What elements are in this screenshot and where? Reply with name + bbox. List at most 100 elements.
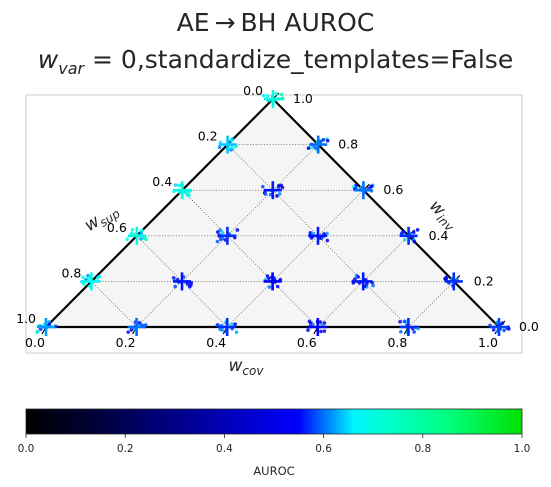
run-point: [129, 231, 134, 236]
run-point: [491, 328, 496, 332]
left-tick-label: 0.8: [62, 265, 82, 280]
run-point: [306, 328, 310, 332]
grid-line: [136, 144, 319, 328]
run-point: [218, 327, 223, 332]
run-point: [233, 322, 237, 326]
bottom-tick-label: 0.0: [25, 335, 45, 350]
run-point: [139, 237, 143, 241]
run-point: [500, 321, 505, 325]
grid-line: [317, 235, 409, 328]
title-w-symbol: w: [38, 45, 59, 74]
colorbar: [25, 408, 523, 435]
colorbar-tick-label: 0.6: [315, 443, 332, 455]
run-point: [261, 184, 265, 189]
ternary-ticks: 0.0 0.2 0.4 0.6 0.8 1.0 1.0 0.8 0.6 0.4 0.2 0.0 1.0 0…: [16, 83, 539, 350]
run-point: [97, 274, 102, 279]
run-point: [140, 228, 144, 233]
run-point: [306, 146, 311, 150]
run-point: [229, 138, 234, 143]
run-point: [412, 230, 416, 235]
run-point: [86, 276, 91, 280]
colorbar-tick-label: 0.0: [18, 443, 35, 455]
grid-line: [408, 281, 455, 328]
run-point: [126, 330, 130, 334]
run-point: [275, 194, 279, 198]
run-point: [173, 284, 177, 289]
ternary-outline: [43, 97, 502, 329]
run-point: [402, 319, 407, 324]
run-point: [229, 146, 234, 150]
run-point: [412, 330, 416, 334]
run-point: [261, 93, 266, 98]
colorbar-tick-label: 0.2: [117, 443, 134, 455]
run-point: [353, 277, 357, 281]
run-point: [266, 276, 271, 281]
grid-line: [227, 144, 409, 328]
run-point: [274, 91, 279, 96]
run-point: [370, 184, 374, 189]
run-point: [365, 282, 369, 286]
colorbar-tick-label: 0.4: [216, 443, 233, 455]
left-tick-label: 0.4: [152, 174, 172, 189]
colorbar-label: AUROC: [253, 464, 294, 478]
run-point: [494, 321, 499, 326]
run-point: [398, 320, 402, 324]
run-point: [235, 228, 240, 232]
left-tick-label: 0.6: [107, 220, 127, 235]
grid-line: [136, 235, 228, 328]
run-point: [220, 230, 225, 235]
run-point: [143, 236, 147, 240]
run-point: [129, 328, 134, 332]
run-point: [125, 237, 129, 242]
run-point: [173, 183, 178, 187]
run-point: [308, 321, 313, 325]
bottom-tick-label: 0.6: [297, 335, 317, 350]
run-point: [412, 239, 417, 244]
run-point: [215, 239, 220, 244]
run-point: [311, 231, 315, 236]
colorbar-ticks: 0.0 0.2 0.4 0.6 0.8 1.0: [18, 434, 530, 455]
run-point: [318, 139, 323, 144]
title-rest: = 0,standardize_templates=False: [84, 45, 513, 74]
run-point: [322, 329, 327, 333]
run-point: [35, 330, 39, 335]
chart-title-line1: AE → BH AUROC: [177, 8, 375, 37]
run-point: [130, 228, 135, 232]
run-point: [265, 94, 270, 98]
left-tick-label: 1.0: [16, 311, 36, 326]
run-point: [502, 328, 506, 333]
bottom-tick-label: 1.0: [478, 335, 498, 350]
right-tick-label: 0.0: [519, 319, 539, 334]
run-point: [321, 137, 326, 142]
bottom-tick-label: 0.8: [387, 335, 407, 350]
left-tick-label: 0.0: [243, 83, 263, 98]
run-point: [230, 322, 234, 327]
colorbar-tick-label: 0.8: [414, 443, 431, 455]
right-tick-label: 1.0: [293, 91, 313, 106]
run-point: [218, 140, 223, 144]
run-point: [399, 329, 403, 334]
ternary-points: [35, 90, 511, 336]
left-tick-label: 0.2: [198, 129, 218, 144]
axis-label-cov: wcov: [229, 356, 265, 378]
run-point: [400, 231, 404, 235]
run-point: [325, 231, 329, 236]
bottom-tick-label: 0.4: [206, 335, 226, 350]
run-point: [267, 285, 272, 289]
run-point: [177, 183, 181, 188]
run-point: [263, 192, 268, 196]
grid-line: [91, 281, 137, 328]
run-point: [217, 145, 222, 150]
run-point: [356, 275, 360, 279]
run-point: [81, 275, 85, 280]
right-tick-label: 0.8: [338, 137, 358, 152]
axis-cov-sub: cov: [242, 364, 264, 378]
run-point: [318, 320, 323, 324]
run-point: [279, 92, 284, 97]
right-tick-label: 0.2: [474, 273, 494, 288]
run-point: [220, 236, 225, 241]
run-point: [325, 138, 330, 143]
right-tick-label: 0.6: [383, 182, 403, 197]
axis-cov-w: w: [229, 356, 243, 376]
